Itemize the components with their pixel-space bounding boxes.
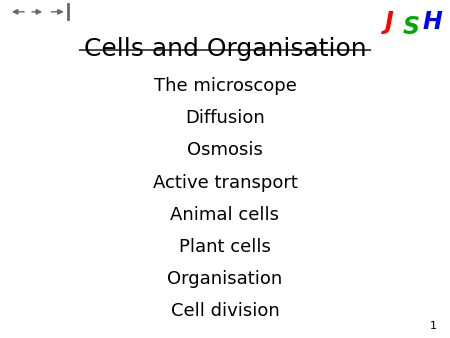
Text: The microscope: The microscope [153,77,297,95]
Text: Diffusion: Diffusion [185,109,265,127]
Text: Cells and Organisation: Cells and Organisation [84,37,366,61]
Text: S: S [402,15,419,39]
Text: Osmosis: Osmosis [187,141,263,160]
Text: Cell division: Cell division [171,302,279,320]
Text: 1: 1 [429,321,436,331]
Text: H: H [423,10,442,34]
Text: Organisation: Organisation [167,270,283,288]
Text: J: J [385,10,394,34]
Text: Plant cells: Plant cells [179,238,271,256]
Text: Active transport: Active transport [153,173,297,192]
Text: Animal cells: Animal cells [171,206,279,224]
